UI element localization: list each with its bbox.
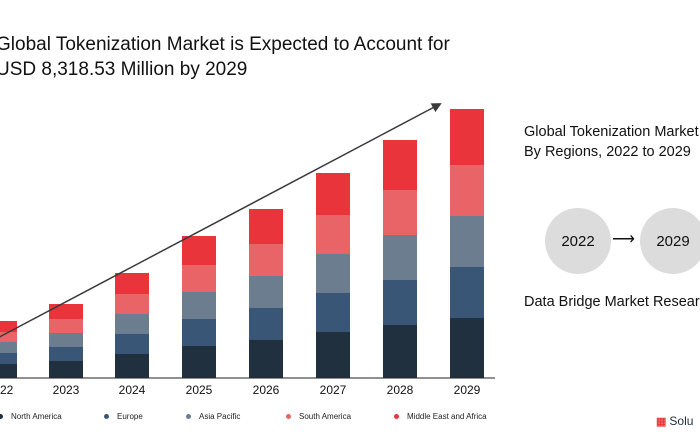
bar-2027-middle-east-and-africa bbox=[316, 173, 350, 215]
bar-2028-asia-pacific bbox=[383, 235, 417, 280]
chart-title-line1: Global Tokenization Market is Expected t… bbox=[0, 34, 450, 55]
legend-item-south-america: South America bbox=[286, 412, 351, 421]
legend: North America Europe Asia Pacific South Ame… bbox=[0, 408, 700, 426]
bar-2022-europe bbox=[0, 353, 17, 364]
bar-2024-middle-east-and-africa bbox=[115, 273, 149, 294]
side-panel-heading: Global Tokenization Market By Regions, 2… bbox=[524, 122, 700, 162]
bar-2028-north-america bbox=[383, 325, 417, 378]
bar-2022-south-america bbox=[0, 332, 17, 342]
bar-2024-europe bbox=[115, 334, 149, 354]
bar-2027-south-america bbox=[316, 215, 350, 254]
bar-2023-europe bbox=[49, 347, 83, 361]
bar-2026-middle-east-and-africa bbox=[249, 209, 283, 244]
chart-title-line2: USD 8,318.53 Million by 2029 bbox=[0, 59, 248, 80]
bar-2026-europe bbox=[249, 308, 283, 340]
logo-icon: ▦ bbox=[656, 415, 667, 428]
bar-2023-asia-pacific bbox=[49, 333, 83, 347]
logo-text: Solu bbox=[669, 414, 694, 428]
bar-2029-north-america bbox=[450, 318, 484, 378]
legend-label: North America bbox=[11, 412, 62, 421]
bar-2023-north-america bbox=[49, 361, 83, 378]
bar-2025-asia-pacific bbox=[182, 292, 216, 319]
legend-item-north-america: North America bbox=[0, 412, 62, 421]
legend-label: Europe bbox=[117, 412, 143, 421]
bar-2026-north-america bbox=[249, 340, 283, 378]
legend-swatch bbox=[286, 414, 291, 419]
year-end-circle: 2029 bbox=[640, 208, 700, 274]
bar-2029-south-america bbox=[450, 165, 484, 216]
bar-2029-asia-pacific bbox=[450, 216, 484, 267]
bar-2029-europe bbox=[450, 267, 484, 318]
bar-2027-asia-pacific bbox=[316, 254, 350, 293]
x-tick-2028: 2028 bbox=[387, 383, 414, 397]
source-label: Data Bridge Market Research bbox=[524, 294, 700, 310]
x-tick-2024: 2024 bbox=[119, 383, 146, 397]
x-tick-2022: 2022 bbox=[0, 383, 14, 397]
bar-2029-middle-east-and-africa bbox=[450, 109, 484, 165]
bar-2024-north-america bbox=[115, 354, 149, 378]
bar-2026-asia-pacific bbox=[249, 276, 283, 308]
legend-item-europe: Europe bbox=[104, 412, 143, 421]
chart-title: Global Tokenization Market is Expected t… bbox=[0, 32, 496, 82]
x-tick-2026: 2026 bbox=[253, 383, 280, 397]
side-heading-line2: By Regions, 2022 to 2029 bbox=[524, 144, 691, 160]
legend-label: South America bbox=[299, 412, 352, 421]
year-start-circle: 2022 bbox=[545, 208, 611, 274]
bar-2023-south-america bbox=[49, 319, 83, 333]
bar-2026-south-america bbox=[249, 244, 283, 276]
legend-item-asia-pacific: Asia Pacific bbox=[186, 412, 240, 421]
legend-item-middle-east-and-africa: Middle East and Africa bbox=[394, 412, 487, 421]
x-tick-2027: 2027 bbox=[320, 383, 347, 397]
legend-swatch bbox=[394, 414, 399, 419]
legend-swatch bbox=[104, 414, 109, 419]
legend-label: Asia Pacific bbox=[199, 412, 241, 421]
brand-logo: ▦ Solu bbox=[656, 414, 693, 428]
legend-label: Middle East and Africa bbox=[407, 412, 487, 421]
legend-swatch bbox=[186, 414, 191, 419]
legend-swatch bbox=[0, 414, 3, 419]
bar-2024-asia-pacific bbox=[115, 314, 149, 334]
bar-2028-south-america bbox=[383, 190, 417, 235]
bar-2022-middle-east-and-africa bbox=[0, 321, 17, 332]
bar-2028-europe bbox=[383, 280, 417, 325]
bar-2027-north-america bbox=[316, 332, 350, 378]
bar-2028-middle-east-and-africa bbox=[383, 140, 417, 190]
year-start-label: 2022 bbox=[561, 232, 595, 250]
bar-2025-europe bbox=[182, 319, 216, 346]
x-tick-2023: 2023 bbox=[53, 383, 80, 397]
bar-2022-north-america bbox=[0, 364, 17, 378]
bar-2025-middle-east-and-africa bbox=[182, 236, 216, 265]
bars-group bbox=[0, 109, 484, 378]
trend-arrow bbox=[0, 103, 442, 338]
bar-2025-north-america bbox=[182, 346, 216, 378]
bar-2022-asia-pacific bbox=[0, 342, 17, 353]
bar-2025-south-america bbox=[182, 265, 216, 292]
x-tick-labels: 2022 2023 2024 2025 2026 2027 2028 2029 bbox=[0, 383, 481, 397]
bar-2027-europe bbox=[316, 293, 350, 332]
x-tick-2029: 2029 bbox=[454, 383, 481, 397]
x-tick-2025: 2025 bbox=[186, 383, 213, 397]
bar-2023-middle-east-and-africa bbox=[49, 304, 83, 319]
right-arrow-icon: ⟶ bbox=[612, 231, 635, 248]
side-heading-line1: Global Tokenization Market bbox=[524, 124, 699, 140]
year-end-label: 2029 bbox=[656, 232, 690, 250]
bar-2024-south-america bbox=[115, 294, 149, 314]
